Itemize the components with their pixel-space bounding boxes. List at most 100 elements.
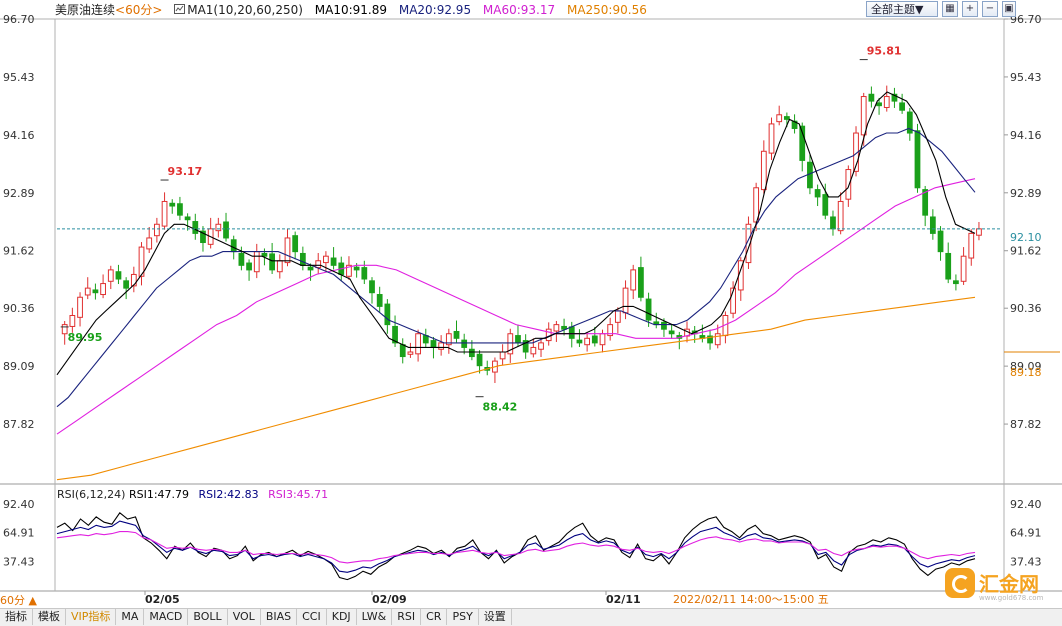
candle[interactable] [591, 335, 598, 344]
candle[interactable] [707, 335, 713, 344]
toolbar-item[interactable]: 设置 [479, 609, 512, 625]
candle[interactable] [346, 264, 352, 277]
candle[interactable] [246, 262, 252, 271]
candle[interactable] [161, 200, 168, 227]
candle[interactable] [906, 111, 913, 134]
candle[interactable] [115, 271, 122, 280]
candle[interactable] [153, 223, 160, 237]
candle[interactable] [453, 330, 460, 339]
candle[interactable] [814, 189, 821, 198]
candle[interactable] [169, 202, 176, 207]
candle[interactable] [123, 280, 130, 289]
candle[interactable] [461, 339, 468, 348]
candle[interactable] [323, 255, 329, 264]
toolbar-item[interactable]: MA [116, 609, 145, 625]
candle[interactable] [415, 333, 421, 355]
ma-param-label[interactable]: MA1(10,20,60,250) [187, 3, 303, 17]
candle[interactable] [261, 252, 268, 257]
candle[interactable] [422, 335, 429, 344]
candle[interactable] [830, 216, 836, 230]
candle[interactable] [553, 324, 560, 332]
candle[interactable] [215, 223, 222, 232]
candle[interactable] [668, 330, 675, 335]
candle[interactable] [315, 260, 322, 269]
toolbar-item[interactable]: CCI [297, 609, 327, 625]
candle[interactable] [953, 280, 959, 285]
candle[interactable] [384, 303, 391, 326]
toolbar-item[interactable]: RSI [392, 609, 422, 625]
candle[interactable] [822, 194, 829, 216]
candle[interactable] [599, 333, 606, 346]
candle[interactable] [760, 150, 767, 191]
candle[interactable] [914, 130, 921, 189]
candle[interactable] [392, 325, 398, 344]
candle[interactable] [468, 348, 475, 358]
candle[interactable] [607, 324, 614, 337]
candle[interactable] [937, 230, 944, 253]
candle[interactable] [929, 216, 936, 234]
period-indicator[interactable]: 60分 ▲ [0, 594, 37, 607]
candle[interactable] [860, 96, 867, 136]
candle[interactable] [837, 200, 844, 232]
candle[interactable] [876, 102, 882, 107]
candle[interactable] [299, 252, 306, 266]
candle[interactable] [960, 255, 967, 282]
ma-settings-icon[interactable] [174, 3, 186, 17]
candle[interactable] [568, 326, 575, 339]
candle[interactable] [584, 337, 591, 346]
candle[interactable] [353, 266, 360, 271]
candle[interactable] [100, 283, 106, 296]
candle[interactable] [661, 321, 667, 330]
candle[interactable] [200, 230, 206, 244]
candle[interactable] [845, 169, 852, 200]
toolbar-item[interactable]: PSY [447, 609, 479, 625]
grid-icon[interactable]: ▦ [942, 1, 958, 17]
candle[interactable] [622, 287, 629, 314]
candle[interactable] [238, 252, 245, 266]
candle[interactable] [330, 257, 337, 266]
candle[interactable] [730, 287, 736, 314]
candle[interactable] [146, 237, 153, 250]
candle[interactable] [545, 328, 552, 342]
candle[interactable] [522, 340, 529, 353]
candle[interactable] [445, 333, 452, 346]
candle[interactable] [61, 324, 68, 335]
candle[interactable] [576, 339, 583, 344]
toolbar-item[interactable]: VIP指标 [66, 609, 117, 625]
theme-select-button[interactable]: 全部主题▼ [866, 1, 938, 17]
candle[interactable] [438, 342, 445, 350]
rsi-param-label[interactable]: RSI(6,12,24) [57, 488, 126, 501]
candle[interactable] [107, 269, 114, 282]
hide-icon[interactable]: ▣ [1002, 1, 1016, 17]
candle[interactable] [515, 335, 521, 344]
candle[interactable] [223, 221, 229, 239]
candle[interactable] [538, 342, 544, 350]
candle[interactable] [307, 266, 314, 271]
candle[interactable] [292, 235, 299, 253]
candle[interactable] [883, 96, 890, 108]
toolbar-item[interactable]: BIAS [261, 609, 298, 625]
candle[interactable] [799, 125, 806, 161]
candle[interactable] [507, 333, 514, 355]
candle[interactable] [184, 216, 191, 221]
toolbar-item[interactable]: VOL [228, 609, 261, 625]
candle[interactable] [476, 353, 483, 367]
candle[interactable] [891, 93, 898, 102]
candle[interactable] [776, 114, 783, 123]
candle[interactable] [499, 351, 506, 360]
candle[interactable] [968, 232, 975, 259]
candle[interactable] [192, 221, 199, 234]
toolbar-item[interactable]: 模板 [33, 609, 66, 625]
candle[interactable] [783, 116, 790, 120]
candle[interactable] [399, 344, 406, 358]
candle[interactable] [253, 251, 260, 273]
candle[interactable] [407, 351, 414, 355]
toolbar-item[interactable]: MACD [144, 609, 189, 625]
candle[interactable] [899, 102, 906, 111]
candle[interactable] [361, 267, 368, 280]
plus-icon[interactable]: + [962, 1, 978, 17]
candle[interactable] [945, 252, 952, 280]
candle[interactable] [768, 123, 775, 154]
candle[interactable] [69, 315, 76, 327]
candle[interactable] [561, 325, 567, 330]
